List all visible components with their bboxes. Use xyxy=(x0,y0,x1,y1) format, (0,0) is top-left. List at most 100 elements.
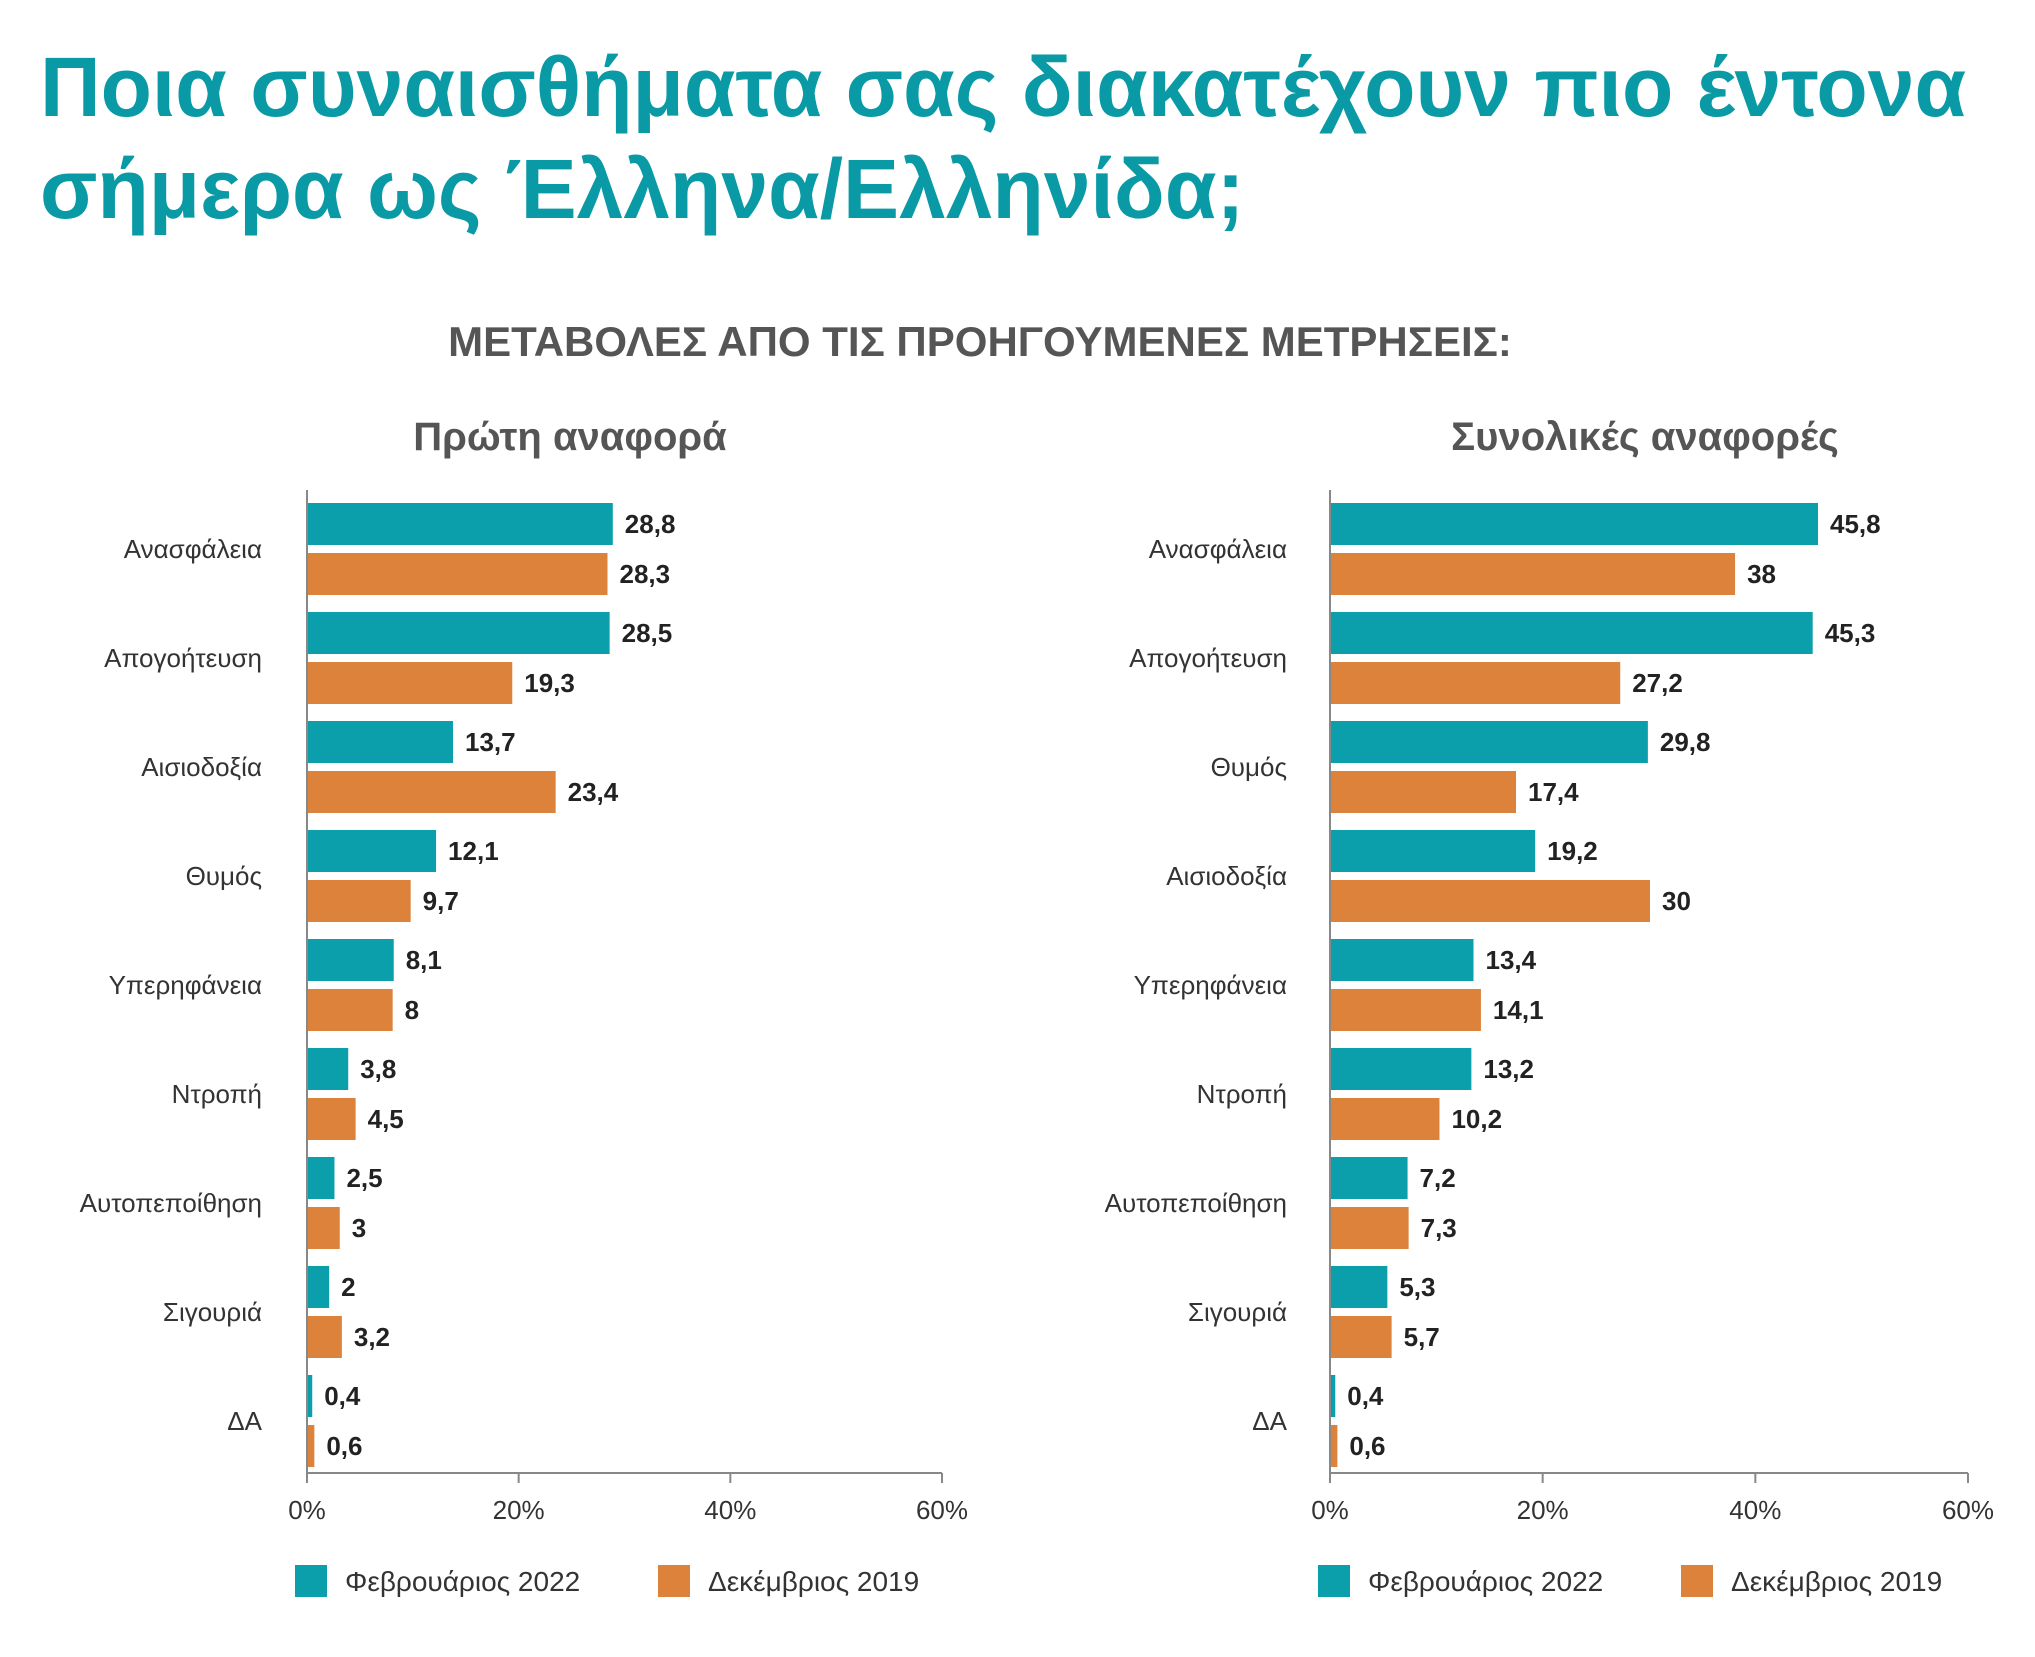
chart2-value-label: 5,3 xyxy=(1399,1272,1435,1302)
chart1-value-label: 2,5 xyxy=(346,1163,382,1193)
chart1-category-label: Αισιοδοξία xyxy=(141,752,262,782)
chart2-category-label: Θυμός xyxy=(1211,752,1287,782)
chart1-bar xyxy=(308,721,453,763)
chart1-tick-label: 20% xyxy=(493,1495,545,1525)
chart2-bar xyxy=(1331,1157,1408,1199)
chart1-bar xyxy=(308,989,393,1031)
chart2-tick-label: 0% xyxy=(1311,1495,1349,1525)
chart1-value-label: 2 xyxy=(341,1272,355,1302)
chart2-value-label: 45,3 xyxy=(1825,618,1876,648)
chart2-bar xyxy=(1331,1425,1338,1467)
chart1-value-label: 19,3 xyxy=(524,668,575,698)
chart2-tick-label: 60% xyxy=(1942,1495,1994,1525)
chart1-bar xyxy=(308,939,394,981)
chart1-category-label: ΔΑ xyxy=(227,1406,262,1436)
chart2-category-label: Απογοήτευση xyxy=(1129,643,1287,673)
chart1-tick-label: 0% xyxy=(288,1495,326,1525)
chart1-category-label: Ντροπή xyxy=(172,1079,262,1109)
chart1-value-label: 3,8 xyxy=(360,1054,396,1084)
chart2-bar xyxy=(1331,1316,1392,1358)
chart1-category-label: Αυτοπεποίθηση xyxy=(80,1188,262,1218)
chart2-category-label: Υπερηφάνεια xyxy=(1134,970,1287,1000)
chart2-value-label: 27,2 xyxy=(1632,668,1683,698)
chart1-bar xyxy=(308,880,411,922)
chart1-value-label: 9,7 xyxy=(423,886,459,916)
chart2-category-label: Αισιοδοξία xyxy=(1166,861,1287,891)
chart1-value-label: 28,5 xyxy=(622,618,673,648)
chart1-value-label: 12,1 xyxy=(448,836,499,866)
chart1-bar xyxy=(308,612,610,654)
chart2-value-label: 45,8 xyxy=(1830,509,1881,539)
chart2-value-label: 17,4 xyxy=(1528,777,1579,807)
chart1-legend-swatch xyxy=(295,1565,327,1597)
chart2-value-label: 7,2 xyxy=(1420,1163,1456,1193)
chart2-value-label: 38 xyxy=(1747,559,1776,589)
chart1-value-label: 23,4 xyxy=(568,777,619,807)
chart1-bar xyxy=(308,1048,349,1090)
chart2-value-label: 7,3 xyxy=(1421,1213,1457,1243)
chart1-value-label: 3 xyxy=(352,1213,366,1243)
chart2-category-label: Ανασφάλεια xyxy=(1149,534,1287,564)
chart2-bar xyxy=(1331,880,1650,922)
chart1-title: Πρώτη αναφορά xyxy=(413,415,727,459)
chart2-bar xyxy=(1331,939,1474,981)
chart1-value-label: 0,6 xyxy=(326,1431,362,1461)
chart2-bar xyxy=(1331,771,1517,813)
chart1-bar xyxy=(308,1316,342,1358)
chart1-value-label: 3,2 xyxy=(354,1322,390,1352)
chart1-bar xyxy=(308,1266,330,1308)
chart2-legend-swatch xyxy=(1681,1565,1713,1597)
chart1-bar xyxy=(308,1098,356,1140)
chart2-legend-label: Δεκέμβριος 2019 xyxy=(1731,1566,1942,1597)
chart2-category-label: ΔΑ xyxy=(1252,1406,1287,1436)
page-subtitle: ΜΕΤΑΒΟΛΕΣ ΑΠΟ ΤΙΣ ΠΡΟΗΓΟΥΜΕΝΕΣ ΜΕΤΡΗΣΕΙΣ… xyxy=(448,318,1512,365)
chart2-legend-label: Φεβρουάριος 2022 xyxy=(1368,1566,1603,1597)
chart1-bar xyxy=(308,1157,335,1199)
chart2-bar xyxy=(1331,1375,1336,1417)
chart1-bar xyxy=(308,503,613,545)
chart1-category-label: Θυμός xyxy=(186,861,262,891)
chart2-tick-label: 40% xyxy=(1729,1495,1781,1525)
chart2-value-label: 13,2 xyxy=(1483,1054,1534,1084)
chart1-bar xyxy=(308,771,556,813)
chart2-value-label: 29,8 xyxy=(1660,727,1711,757)
chart1-value-label: 13,7 xyxy=(465,727,516,757)
chart1-bar xyxy=(308,830,437,872)
chart2-title: Συνολικές αναφορές xyxy=(1451,415,1839,459)
chart2-category-label: Αυτοπεποίθηση xyxy=(1105,1188,1287,1218)
chart1-value-label: 4,5 xyxy=(368,1104,404,1134)
chart2-legend-swatch xyxy=(1318,1565,1350,1597)
chart2-value-label: 0,6 xyxy=(1349,1431,1385,1461)
chart2-bar xyxy=(1331,721,1648,763)
chart1-legend-label: Δεκέμβριος 2019 xyxy=(708,1566,919,1597)
page-title: Ποια συναισθήματα σας διακατέχουν πιο έν… xyxy=(40,40,1967,236)
chart2-bar xyxy=(1331,662,1621,704)
chart1-bar xyxy=(308,662,513,704)
chart2-value-label: 10,2 xyxy=(1451,1104,1502,1134)
chart1-category-label: Ανασφάλεια xyxy=(124,534,262,564)
chart2-bar xyxy=(1331,612,1813,654)
chart1-bar xyxy=(308,553,608,595)
chart1-category-label: Σιγουριά xyxy=(163,1297,262,1327)
chart1-value-label: 8 xyxy=(405,995,419,1025)
chart1-value-label: 28,3 xyxy=(620,559,671,589)
chart2-bar xyxy=(1331,553,1736,595)
chart2-value-label: 5,7 xyxy=(1404,1322,1440,1352)
chart2-bar xyxy=(1331,1266,1388,1308)
chart1-bar xyxy=(308,1425,315,1467)
chart1-legend-label: Φεβρουάριος 2022 xyxy=(345,1566,580,1597)
chart2-value-label: 14,1 xyxy=(1493,995,1544,1025)
chart2-bar xyxy=(1331,503,1819,545)
chart1-value-label: 8,1 xyxy=(406,945,442,975)
chart1-tick-label: 60% xyxy=(916,1495,968,1525)
chart1-category-label: Απογοήτευση xyxy=(104,643,262,673)
chart2-value-label: 19,2 xyxy=(1547,836,1598,866)
chart2-bar xyxy=(1331,1048,1472,1090)
chart1-bar xyxy=(308,1375,313,1417)
chart2-category-label: Σιγουριά xyxy=(1188,1297,1287,1327)
chart1-value-label: 28,8 xyxy=(625,509,676,539)
chart2-bar xyxy=(1331,1207,1409,1249)
chart1-value-label: 0,4 xyxy=(324,1381,361,1411)
chart2-value-label: 0,4 xyxy=(1347,1381,1384,1411)
